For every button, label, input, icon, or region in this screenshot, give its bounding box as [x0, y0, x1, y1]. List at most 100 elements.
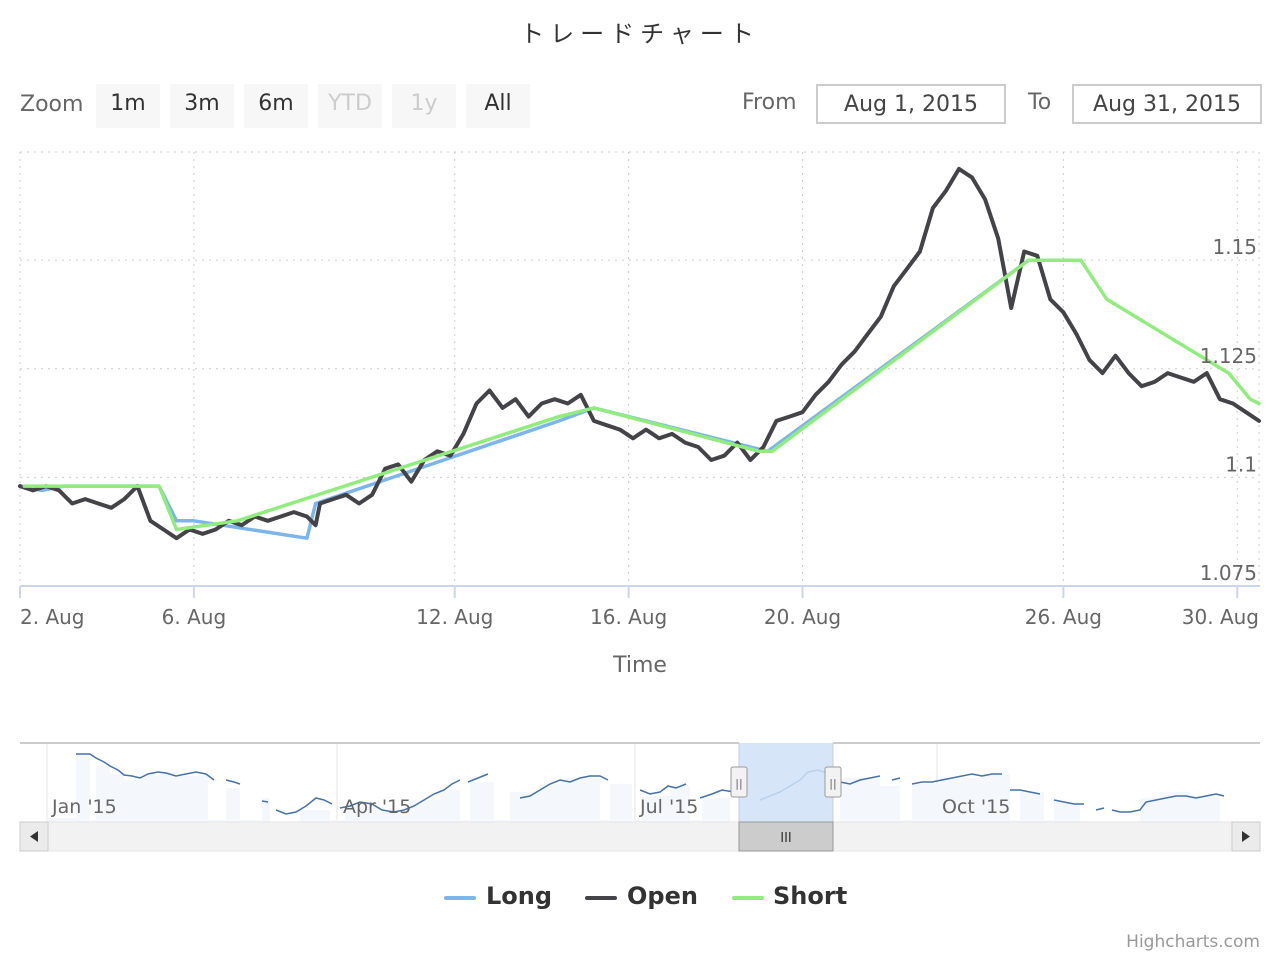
- data-point-open: [1193, 381, 1195, 383]
- data-point-open: [176, 537, 177, 539]
- scroll-right-arrow-icon: [1242, 831, 1250, 842]
- scrollbar-right-button[interactable]: [1231, 821, 1261, 852]
- data-point-short: [558, 416, 560, 418]
- zoom-all-button[interactable]: All: [466, 84, 530, 128]
- data-point-open: [841, 363, 843, 365]
- navigator-handle-left[interactable]: ||: [730, 766, 748, 798]
- x-tick-label: 26. Aug: [1025, 605, 1102, 629]
- data-point-open: [1180, 377, 1182, 378]
- data-point-open: [1023, 251, 1025, 252]
- data-point-short: [176, 529, 177, 530]
- grid-layer: [19, 151, 1260, 598]
- zoom-label: Zoom: [20, 92, 84, 117]
- data-point-open: [489, 390, 490, 391]
- navigator-handle-right[interactable]: ||: [824, 766, 842, 798]
- data-point-open: [241, 524, 243, 526]
- navigator-label-oct: Oct '15: [942, 796, 1010, 818]
- data-point-short: [23, 485, 25, 487]
- zoom-6m-button[interactable]: 6m: [244, 84, 308, 128]
- navigator-series-area: [47, 755, 1220, 822]
- scrollbar-thumb[interactable]: III: [738, 821, 834, 852]
- tick-layer: 1.075 1.1 1.125 1.15 2. Aug 6. Aug 12. Aug 16. …: [20, 235, 1259, 629]
- chart-title: トレードチャート: [520, 20, 760, 48]
- scroll-left-arrow-icon: [30, 831, 38, 842]
- data-point-open: [436, 450, 438, 452]
- data-point-open: [554, 398, 556, 400]
- navigator[interactable]: Jan '15 Apr '15 Jul '15 Oct '15 || || II…: [0, 740, 1280, 855]
- data-point-open: [71, 503, 73, 504]
- data-point-open: [1154, 381, 1156, 383]
- legend-item-short[interactable]: Short: [732, 876, 852, 916]
- data-point-open: [215, 529, 217, 530]
- data-point-open: [1219, 398, 1221, 400]
- data-point-open: [528, 416, 530, 418]
- zoom-ytd-button: YTD: [318, 84, 382, 128]
- data-point-open: [580, 394, 582, 396]
- data-point-open: [697, 446, 699, 448]
- credits-link[interactable]: Highcharts.com: [1126, 932, 1260, 952]
- legend-swatch-open: [585, 896, 617, 900]
- data-point-open: [267, 520, 269, 522]
- data-point-open: [802, 411, 803, 413]
- data-point-short: [158, 485, 160, 487]
- data-point-open: [32, 489, 34, 491]
- data-point-open: [671, 433, 673, 435]
- data-point-open: [945, 190, 947, 192]
- navigator-label-jul: Jul '15: [639, 796, 698, 818]
- series-layer: [18, 166, 1261, 541]
- legend-label-open: Open: [627, 882, 698, 910]
- y-tick-label: 1.15: [1212, 235, 1257, 259]
- data-point-short: [1249, 398, 1251, 400]
- data-point-short: [1028, 259, 1030, 261]
- zoom-1m-button[interactable]: 1m: [96, 84, 160, 128]
- legend-swatch-short: [732, 896, 764, 900]
- data-point-open: [1258, 420, 1260, 422]
- data-point-open: [854, 350, 856, 352]
- data-point-open: [319, 503, 321, 504]
- data-point-open: [632, 437, 634, 439]
- data-point-open: [684, 442, 686, 444]
- data-point-open: [397, 463, 399, 465]
- data-point-open: [1036, 255, 1038, 257]
- to-date-input[interactable]: Aug 31, 2015: [1072, 84, 1262, 124]
- data-point-open: [893, 285, 895, 287]
- data-point-open: [723, 455, 725, 457]
- from-label: From: [742, 90, 797, 115]
- legend-swatch-long: [444, 896, 476, 900]
- to-label: To: [1028, 90, 1052, 115]
- data-point-short: [1106, 298, 1108, 300]
- data-point-short: [771, 450, 773, 452]
- series-line-short[interactable]: [22, 258, 1261, 532]
- scrollbar-left-button[interactable]: [19, 821, 49, 852]
- data-point-short: [1258, 403, 1260, 404]
- data-point-open: [371, 494, 373, 496]
- data-point-open: [1206, 372, 1208, 374]
- data-point-open: [449, 455, 451, 457]
- data-point-open: [736, 442, 738, 444]
- zoom-3m-button[interactable]: 3m: [170, 84, 234, 128]
- x-tick-label: 6. Aug: [162, 605, 227, 629]
- navigator-handle-right-grip: ||: [829, 777, 836, 790]
- data-point-open: [567, 403, 569, 404]
- data-point-open: [502, 407, 504, 409]
- data-point-open: [880, 316, 882, 318]
- legend-label-short: Short: [773, 882, 848, 910]
- legend-item-long[interactable]: Long: [444, 876, 554, 916]
- scrollbar-thumb-grip: III: [780, 831, 792, 846]
- from-date-input[interactable]: Aug 1, 2015: [816, 84, 1006, 124]
- data-point-open: [932, 207, 934, 209]
- data-point-open: [606, 424, 608, 426]
- data-point-short: [1080, 259, 1082, 261]
- series-line-open[interactable]: [18, 166, 1261, 541]
- data-point-open: [645, 429, 647, 431]
- data-point-open: [515, 398, 517, 400]
- data-point-long: [306, 537, 308, 539]
- main-chart: 1.075 1.1 1.125 1.15 2. Aug 6. Aug 12. Aug 16. …: [18, 151, 1261, 678]
- data-point-open: [710, 459, 712, 461]
- x-tick-label: 12. Aug: [416, 605, 493, 629]
- data-point-open: [619, 429, 621, 431]
- x-axis-title: Time: [612, 653, 667, 678]
- legend-item-open[interactable]: Open: [585, 876, 705, 916]
- data-point-open: [867, 333, 869, 335]
- data-point-open: [1141, 385, 1143, 387]
